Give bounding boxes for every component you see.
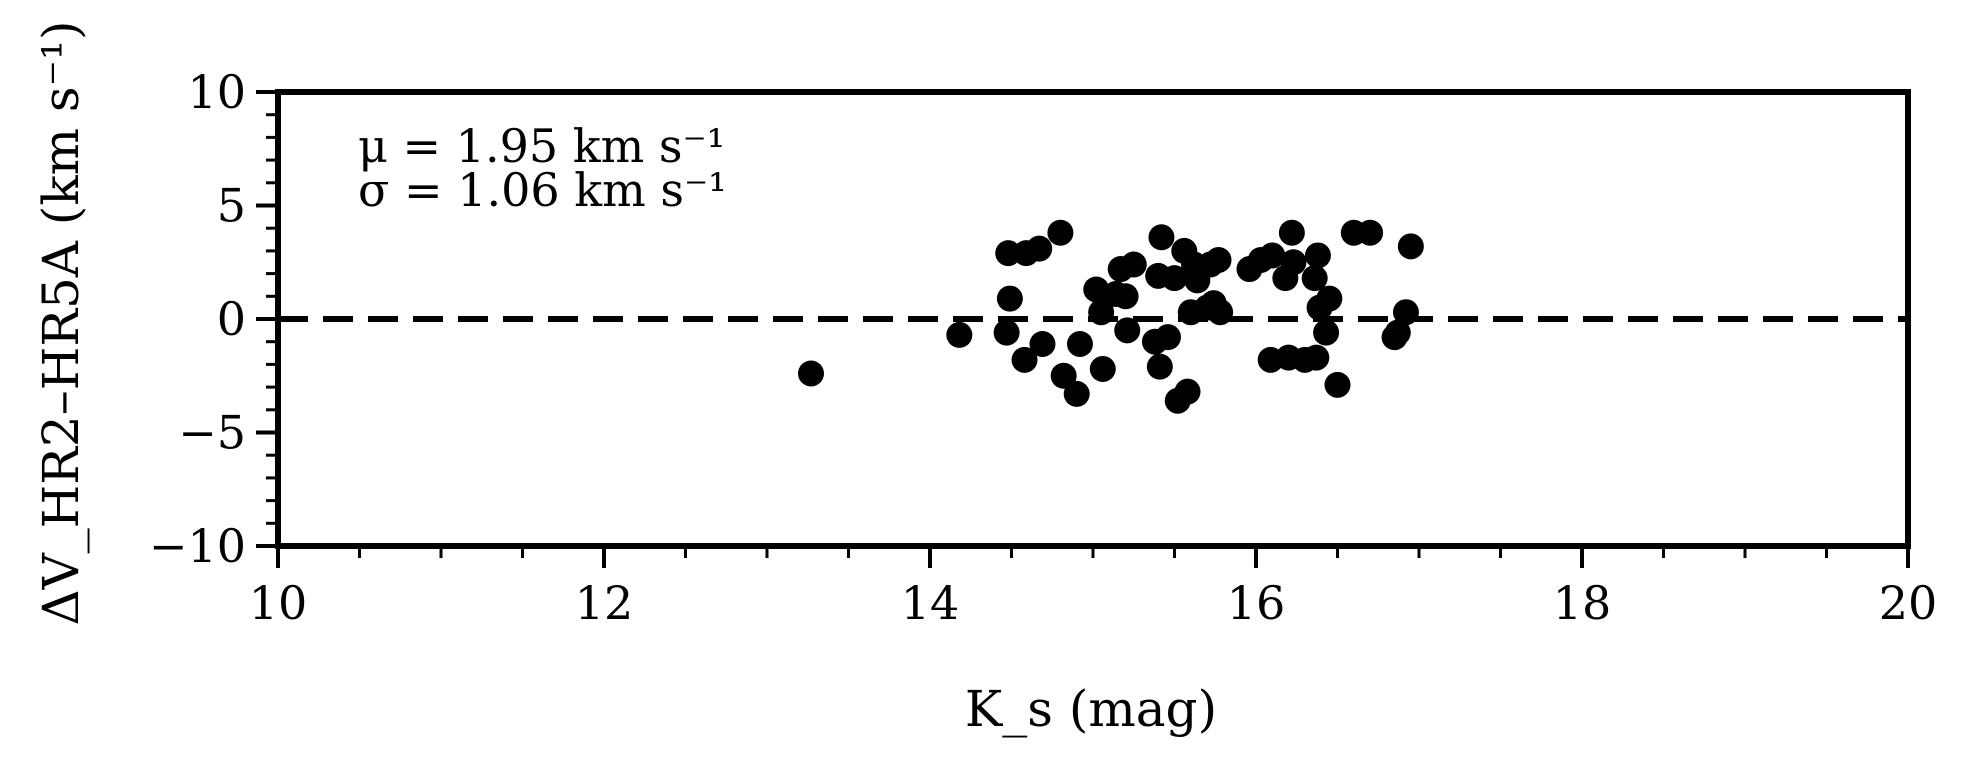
data-point (1280, 249, 1307, 276)
data-point (1397, 233, 1424, 260)
y-tick-label: 0 (217, 292, 246, 346)
data-point (995, 240, 1022, 267)
x-tick-label: 12 (575, 576, 634, 630)
x-tick-labels: 10 12 14 16 18 20 (249, 576, 1938, 630)
data-point (1148, 224, 1175, 251)
data-point (1303, 344, 1330, 371)
data-point (1083, 276, 1110, 303)
data-point (1392, 299, 1419, 326)
data-point (1207, 299, 1234, 326)
data-point (1114, 317, 1141, 344)
data-point (1066, 330, 1093, 357)
data-point (946, 321, 973, 348)
y-tick-label: 10 (187, 65, 246, 119)
data-point (1047, 219, 1074, 246)
data-point (1146, 353, 1173, 380)
data-point (1174, 378, 1201, 405)
data-point (1316, 285, 1343, 312)
data-point (1278, 219, 1305, 246)
data-point (1304, 242, 1331, 269)
data-point (1088, 299, 1115, 326)
data-point (1154, 324, 1181, 351)
y-tick-label: −5 (178, 406, 246, 460)
data-point (1050, 362, 1077, 389)
data-point (1120, 251, 1147, 278)
data-point (1029, 330, 1056, 357)
data-point (1205, 246, 1232, 273)
x-tick-label: 20 (1879, 576, 1938, 630)
plot-content (278, 219, 1908, 414)
x-tick-label: 10 (249, 576, 308, 630)
data-point (1161, 265, 1188, 292)
data-point (1324, 371, 1351, 398)
y-axis-title: ΔV_HR2–HR5A (km s⁻¹) (32, 20, 90, 625)
y-tick-labels: −10 −5 0 5 10 (149, 65, 246, 573)
sigma-annotation: σ = 1.06 km s⁻¹ (358, 163, 727, 217)
data-point (798, 360, 825, 387)
x-tick-label: 18 (1553, 576, 1612, 630)
axis-ticks (256, 90, 1910, 568)
x-axis-title: K_s (mag) (965, 680, 1217, 738)
data-points (798, 219, 1424, 414)
data-point (1112, 283, 1139, 310)
data-point (1259, 242, 1286, 269)
data-point (1357, 219, 1384, 246)
data-point (1384, 319, 1411, 346)
x-tick-label: 14 (901, 576, 960, 630)
data-point (1063, 380, 1090, 407)
data-point (1089, 355, 1116, 382)
data-point (1301, 265, 1328, 292)
data-point (1026, 235, 1053, 262)
y-tick-label: −10 (149, 519, 246, 573)
y-tick-label: 5 (217, 179, 246, 233)
x-tick-label: 16 (1227, 576, 1286, 630)
data-point (993, 319, 1020, 346)
data-point (1011, 346, 1038, 373)
mean-annotation: μ = 1.95 km s⁻¹ (358, 119, 725, 173)
data-point (996, 285, 1023, 312)
data-point (1313, 319, 1340, 346)
